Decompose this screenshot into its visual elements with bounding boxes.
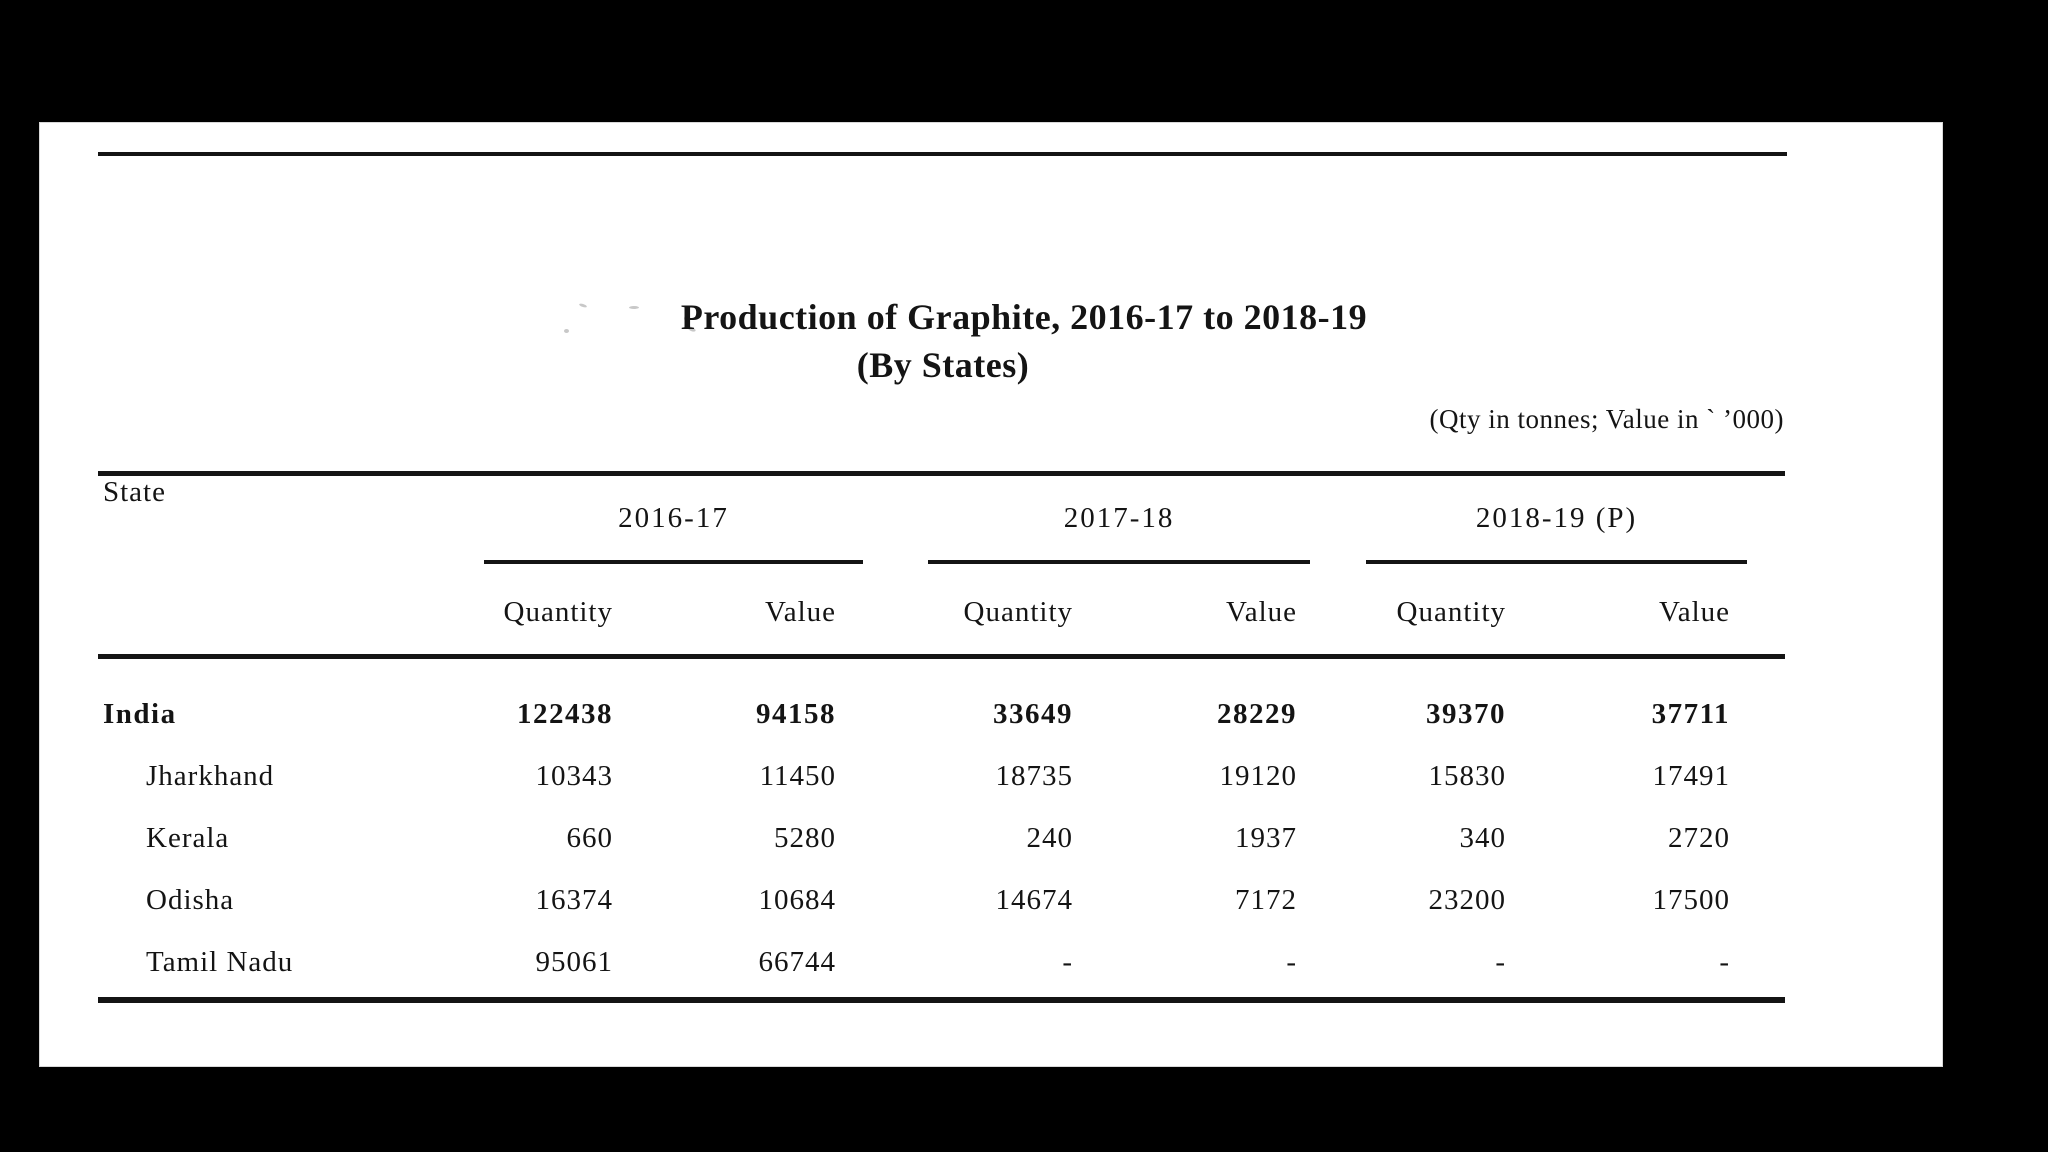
row-state-label: Kerala xyxy=(146,821,230,854)
page-top-rule xyxy=(98,152,1787,156)
cell-value: 66744 xyxy=(758,945,837,978)
cell-value: 39370 xyxy=(1426,697,1507,730)
table-row-india: India 122438 94158 33649 28229 39370 377… xyxy=(98,657,1785,746)
cell-value: 122438 xyxy=(517,697,613,730)
table-title: Production of Graphite, 2016-17 to 2018-… xyxy=(680,297,1368,337)
year-header-row: State 2016-17 2017-18 2018-19 (P) xyxy=(98,473,1785,659)
cell-value: 1937 xyxy=(1235,821,1298,854)
year-label-2018-19: 2018-19 (P) xyxy=(1475,502,1638,534)
cell-value: 5280 xyxy=(774,821,837,854)
cell-value: 10343 xyxy=(535,759,613,792)
cell-value: 33649 xyxy=(993,697,1074,730)
units-note: (Qty in tonnes; Value in ` ’000) xyxy=(1429,404,1784,434)
cell-value: 17500 xyxy=(1652,883,1731,916)
production-table: State 2016-17 2017-18 2018-19 (P) xyxy=(98,471,1786,1003)
year-underline-2018-19 xyxy=(1366,560,1748,564)
cell-value: 94158 xyxy=(756,697,837,730)
cell-value: 23200 xyxy=(1428,883,1507,916)
table-row-odisha: Odisha 16374 10684 14674 7172 23200 1750… xyxy=(98,869,1785,931)
cell-value: 19120 xyxy=(1219,759,1298,792)
year-group-2016-17: 2016-17 xyxy=(348,474,891,564)
cell-value: 14674 xyxy=(995,883,1074,916)
cell-value: 2720 xyxy=(1668,821,1731,854)
cell-value: - xyxy=(1719,945,1731,978)
column-header-value: Value xyxy=(1128,564,1353,659)
subheader-row: Quantity Value Quantity Value Quantity V… xyxy=(98,564,1786,659)
table-row-tamil-nadu: Tamil Nadu 95061 66744 - - - - xyxy=(98,931,1785,1000)
cell-value: 18735 xyxy=(995,759,1074,792)
cell-value: - xyxy=(1062,945,1074,978)
row-state-label: Tamil Nadu xyxy=(146,945,294,978)
cell-value: - xyxy=(1286,945,1298,978)
document-page: Production of Graphite, 2016-17 to 2018-… xyxy=(39,122,1943,1067)
column-header-quantity: Quantity xyxy=(891,564,1129,659)
cell-value: - xyxy=(1495,945,1507,978)
row-state-label: India xyxy=(103,697,177,730)
column-header-quantity: Quantity xyxy=(348,564,668,659)
cell-value: 340 xyxy=(1459,821,1507,854)
cell-value: 15830 xyxy=(1428,759,1507,792)
year-underline-2017-18 xyxy=(928,560,1311,564)
year-group-2017-18: 2017-18 xyxy=(891,474,1352,564)
cell-value: 16374 xyxy=(535,883,613,916)
cell-value: 11450 xyxy=(759,759,837,792)
table-row-jharkhand: Jharkhand 10343 11450 18735 19120 15830 … xyxy=(98,745,1785,807)
cell-value: 17491 xyxy=(1652,759,1731,792)
year-underline-2016-17 xyxy=(484,560,864,564)
column-header-value: Value xyxy=(668,564,892,659)
cell-value: 10684 xyxy=(758,883,837,916)
column-header-state: State xyxy=(98,473,348,659)
cell-value: 660 xyxy=(566,821,613,854)
year-label-2017-18: 2017-18 xyxy=(1063,502,1175,534)
column-header-value: Value xyxy=(1561,564,1786,659)
cell-value: 240 xyxy=(1026,821,1074,854)
table-row-kerala: Kerala 660 5280 240 1937 340 2720 xyxy=(98,807,1785,869)
year-label-2016-17: 2016-17 xyxy=(618,502,729,534)
table-subtitle: (By States) xyxy=(856,345,1030,385)
cell-value: 37711 xyxy=(1651,697,1731,730)
row-state-label: Odisha xyxy=(146,883,235,916)
cell-value: 95061 xyxy=(535,945,613,978)
erased-text-artifact xyxy=(524,300,704,340)
cell-value: 7172 xyxy=(1235,883,1298,916)
column-header-quantity: Quantity xyxy=(1352,564,1562,659)
year-group-2018-19: 2018-19 (P) xyxy=(1352,474,1785,564)
cell-value: 28229 xyxy=(1217,697,1298,730)
row-state-label: Jharkhand xyxy=(146,759,275,792)
